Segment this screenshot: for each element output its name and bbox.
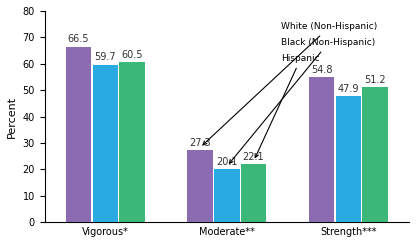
Text: 59.7: 59.7 [94,52,116,62]
Bar [241,164,266,222]
Bar [309,78,334,222]
Text: 22.1: 22.1 [243,152,264,162]
Text: 54.8: 54.8 [311,65,332,75]
Bar [214,169,240,222]
Y-axis label: Percent: Percent [7,95,17,138]
Text: 47.9: 47.9 [337,84,359,94]
Text: 60.5: 60.5 [121,50,143,60]
Text: White (Non-Hispanic): White (Non-Hispanic) [203,22,378,145]
Text: 20.1: 20.1 [216,157,238,167]
Bar [336,96,361,222]
Text: 27.3: 27.3 [189,138,211,148]
Bar [66,47,92,222]
Bar [362,87,388,222]
Text: 66.5: 66.5 [68,34,89,44]
Text: 51.2: 51.2 [364,75,386,85]
Bar [119,62,145,222]
Text: Hispanic: Hispanic [255,54,320,158]
Bar [93,65,118,222]
Bar [187,150,213,222]
Text: Black (Non-Hispanic): Black (Non-Hispanic) [229,38,376,163]
